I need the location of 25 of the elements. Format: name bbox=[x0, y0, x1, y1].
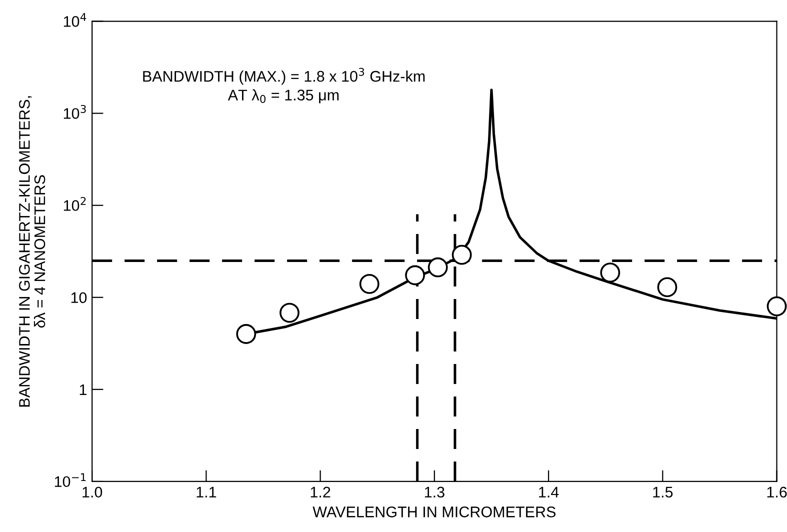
y-tick-label: 10$^{3}$ bbox=[64, 104, 86, 119]
x-axis-title: WAVELENGTH IN MICROMETERS bbox=[312, 506, 556, 518]
point bbox=[280, 302, 300, 323]
x-tick-label: 1.3 bbox=[424, 486, 444, 498]
y-tick-label: 1 bbox=[80, 384, 86, 395]
y-tick-label: 10 bbox=[71, 292, 87, 304]
x-tick-label: 1.5 bbox=[653, 486, 673, 498]
point bbox=[359, 274, 380, 294]
x-tick-label: 1.6 bbox=[767, 486, 787, 498]
x-tick-label: 1.0 bbox=[82, 486, 102, 498]
point bbox=[236, 324, 256, 344]
x-tick-label: 1.4 bbox=[539, 486, 559, 498]
point bbox=[766, 296, 787, 316]
y-tick-label: 10$^{−1}$ bbox=[54, 473, 86, 488]
x-tick-label: 1.1 bbox=[196, 486, 216, 498]
point bbox=[428, 257, 448, 278]
point bbox=[600, 262, 620, 283]
point bbox=[657, 277, 678, 298]
y-tick-label: 10$^{2}$ bbox=[64, 196, 86, 211]
x-tick-label: 1.2 bbox=[310, 486, 330, 498]
point bbox=[452, 244, 472, 265]
y-axis-title: BANDWIDTH IN GIGAHERTZ-KILOMETERS, δλ = 4 NANOMETERS bbox=[19, 96, 46, 407]
text: BANDWIDTH (MAX.) = 1.8 x 10$^{3}$ GHz-km AT λ$_{0}$ = 1.35 μm bbox=[143, 68, 425, 104]
point bbox=[405, 265, 425, 286]
y-tick-label: 10$^{4}$ bbox=[64, 13, 86, 27]
